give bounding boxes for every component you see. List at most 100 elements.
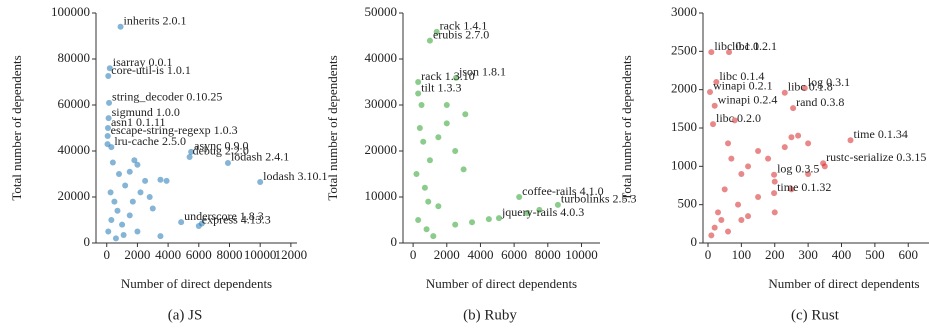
point [745, 163, 752, 170]
point [725, 140, 732, 147]
point [725, 228, 732, 235]
point [771, 171, 778, 178]
point-label: erubis 2.7.0 [433, 27, 489, 41]
point [771, 178, 778, 185]
point-label: rack 1.3.10 [421, 69, 475, 83]
point [104, 125, 111, 131]
point [421, 184, 428, 191]
point [805, 171, 812, 177]
point [711, 102, 718, 109]
point [114, 207, 121, 214]
point-label: async 0.9.0 [194, 139, 248, 153]
point [731, 117, 738, 124]
point [257, 179, 264, 186]
point [106, 65, 113, 72]
point-label: lru-cache 2.5.0 [114, 134, 186, 148]
x-tick-label: 10000 [244, 247, 277, 262]
point [224, 159, 231, 166]
y-tick-label: 60000 [58, 96, 91, 111]
point [107, 189, 114, 196]
point [536, 206, 543, 213]
x-tick-label: 400 [832, 247, 852, 262]
x-tick-label: 0 [103, 247, 110, 262]
x-tick-label: 4000 [467, 247, 493, 262]
point [524, 210, 531, 217]
point [134, 161, 141, 168]
point [418, 102, 425, 108]
point-label: jquery-rails 4.0.3 [501, 205, 584, 219]
point [755, 148, 762, 154]
point [104, 133, 111, 140]
point [781, 144, 788, 151]
point-label: libc 0.1.4 [719, 69, 764, 83]
caption: (c) Rust [791, 307, 840, 323]
point [119, 221, 126, 228]
point [416, 125, 423, 131]
point [134, 228, 141, 235]
point-label: rack 1.4.1 [440, 19, 488, 33]
point [726, 49, 733, 56]
point [805, 140, 812, 147]
y-tick-label: 2000 [671, 81, 697, 96]
point [106, 99, 113, 106]
x-tick-label: 8000 [216, 247, 242, 262]
point [120, 231, 127, 238]
point-label: tilt 1.3.3 [421, 80, 461, 94]
point [790, 105, 797, 112]
y-tick-label: 40000 [58, 142, 91, 157]
point [122, 182, 129, 189]
x-tick-label: 300 [798, 247, 818, 262]
point [435, 134, 442, 141]
point [163, 177, 170, 184]
point-label: inherits 2.0.1 [124, 14, 187, 28]
point-label: lodash 2.4.1 [231, 150, 289, 164]
y-tick-label: 500 [678, 196, 698, 211]
point-label: libc 0.1.1 [714, 39, 759, 53]
point [146, 194, 153, 200]
x-tick-label: 6000 [501, 247, 527, 262]
y-tick-label: 0 [84, 234, 91, 249]
point [116, 171, 123, 177]
point [738, 217, 745, 223]
point [708, 232, 715, 239]
point [788, 134, 795, 141]
point-label: winapi 0.2.1 [713, 79, 773, 93]
point [129, 198, 136, 205]
point [771, 190, 778, 197]
point [186, 153, 193, 160]
point [126, 212, 133, 219]
point [415, 217, 422, 223]
point [485, 216, 492, 223]
y-tick-label: 80000 [58, 50, 91, 65]
point [821, 163, 828, 170]
y-tick-label: 1500 [671, 119, 697, 134]
point [137, 189, 144, 196]
point [554, 201, 561, 208]
point [157, 233, 164, 240]
point [516, 194, 523, 200]
x-tick-label: 200 [765, 247, 785, 262]
point [801, 85, 808, 92]
point [415, 90, 422, 97]
x-axis-label: Number of direct dependents [121, 276, 272, 291]
point-label: time 0.1.32 [777, 180, 831, 194]
point [198, 220, 205, 227]
point [188, 148, 195, 155]
x-tick-label: 600 [898, 247, 918, 262]
point [755, 194, 762, 200]
x-tick-label: 500 [865, 247, 885, 262]
y-tick-label: 50000 [365, 4, 398, 19]
point-label: core-util-is 1.0.1 [111, 63, 191, 77]
point [715, 209, 722, 216]
point [126, 168, 133, 175]
y-tick-label: 0 [691, 234, 698, 249]
point [413, 171, 420, 177]
point [105, 73, 112, 80]
point-label: string_decoder 0.10.25 [112, 90, 222, 104]
point [847, 137, 854, 144]
point-label: winapi 0.2.4 [718, 93, 778, 107]
point [711, 224, 718, 231]
point [443, 102, 450, 108]
point-label: lodash 3.10.1 [263, 169, 327, 183]
y-axis-label: Total number of dependents [619, 55, 634, 200]
